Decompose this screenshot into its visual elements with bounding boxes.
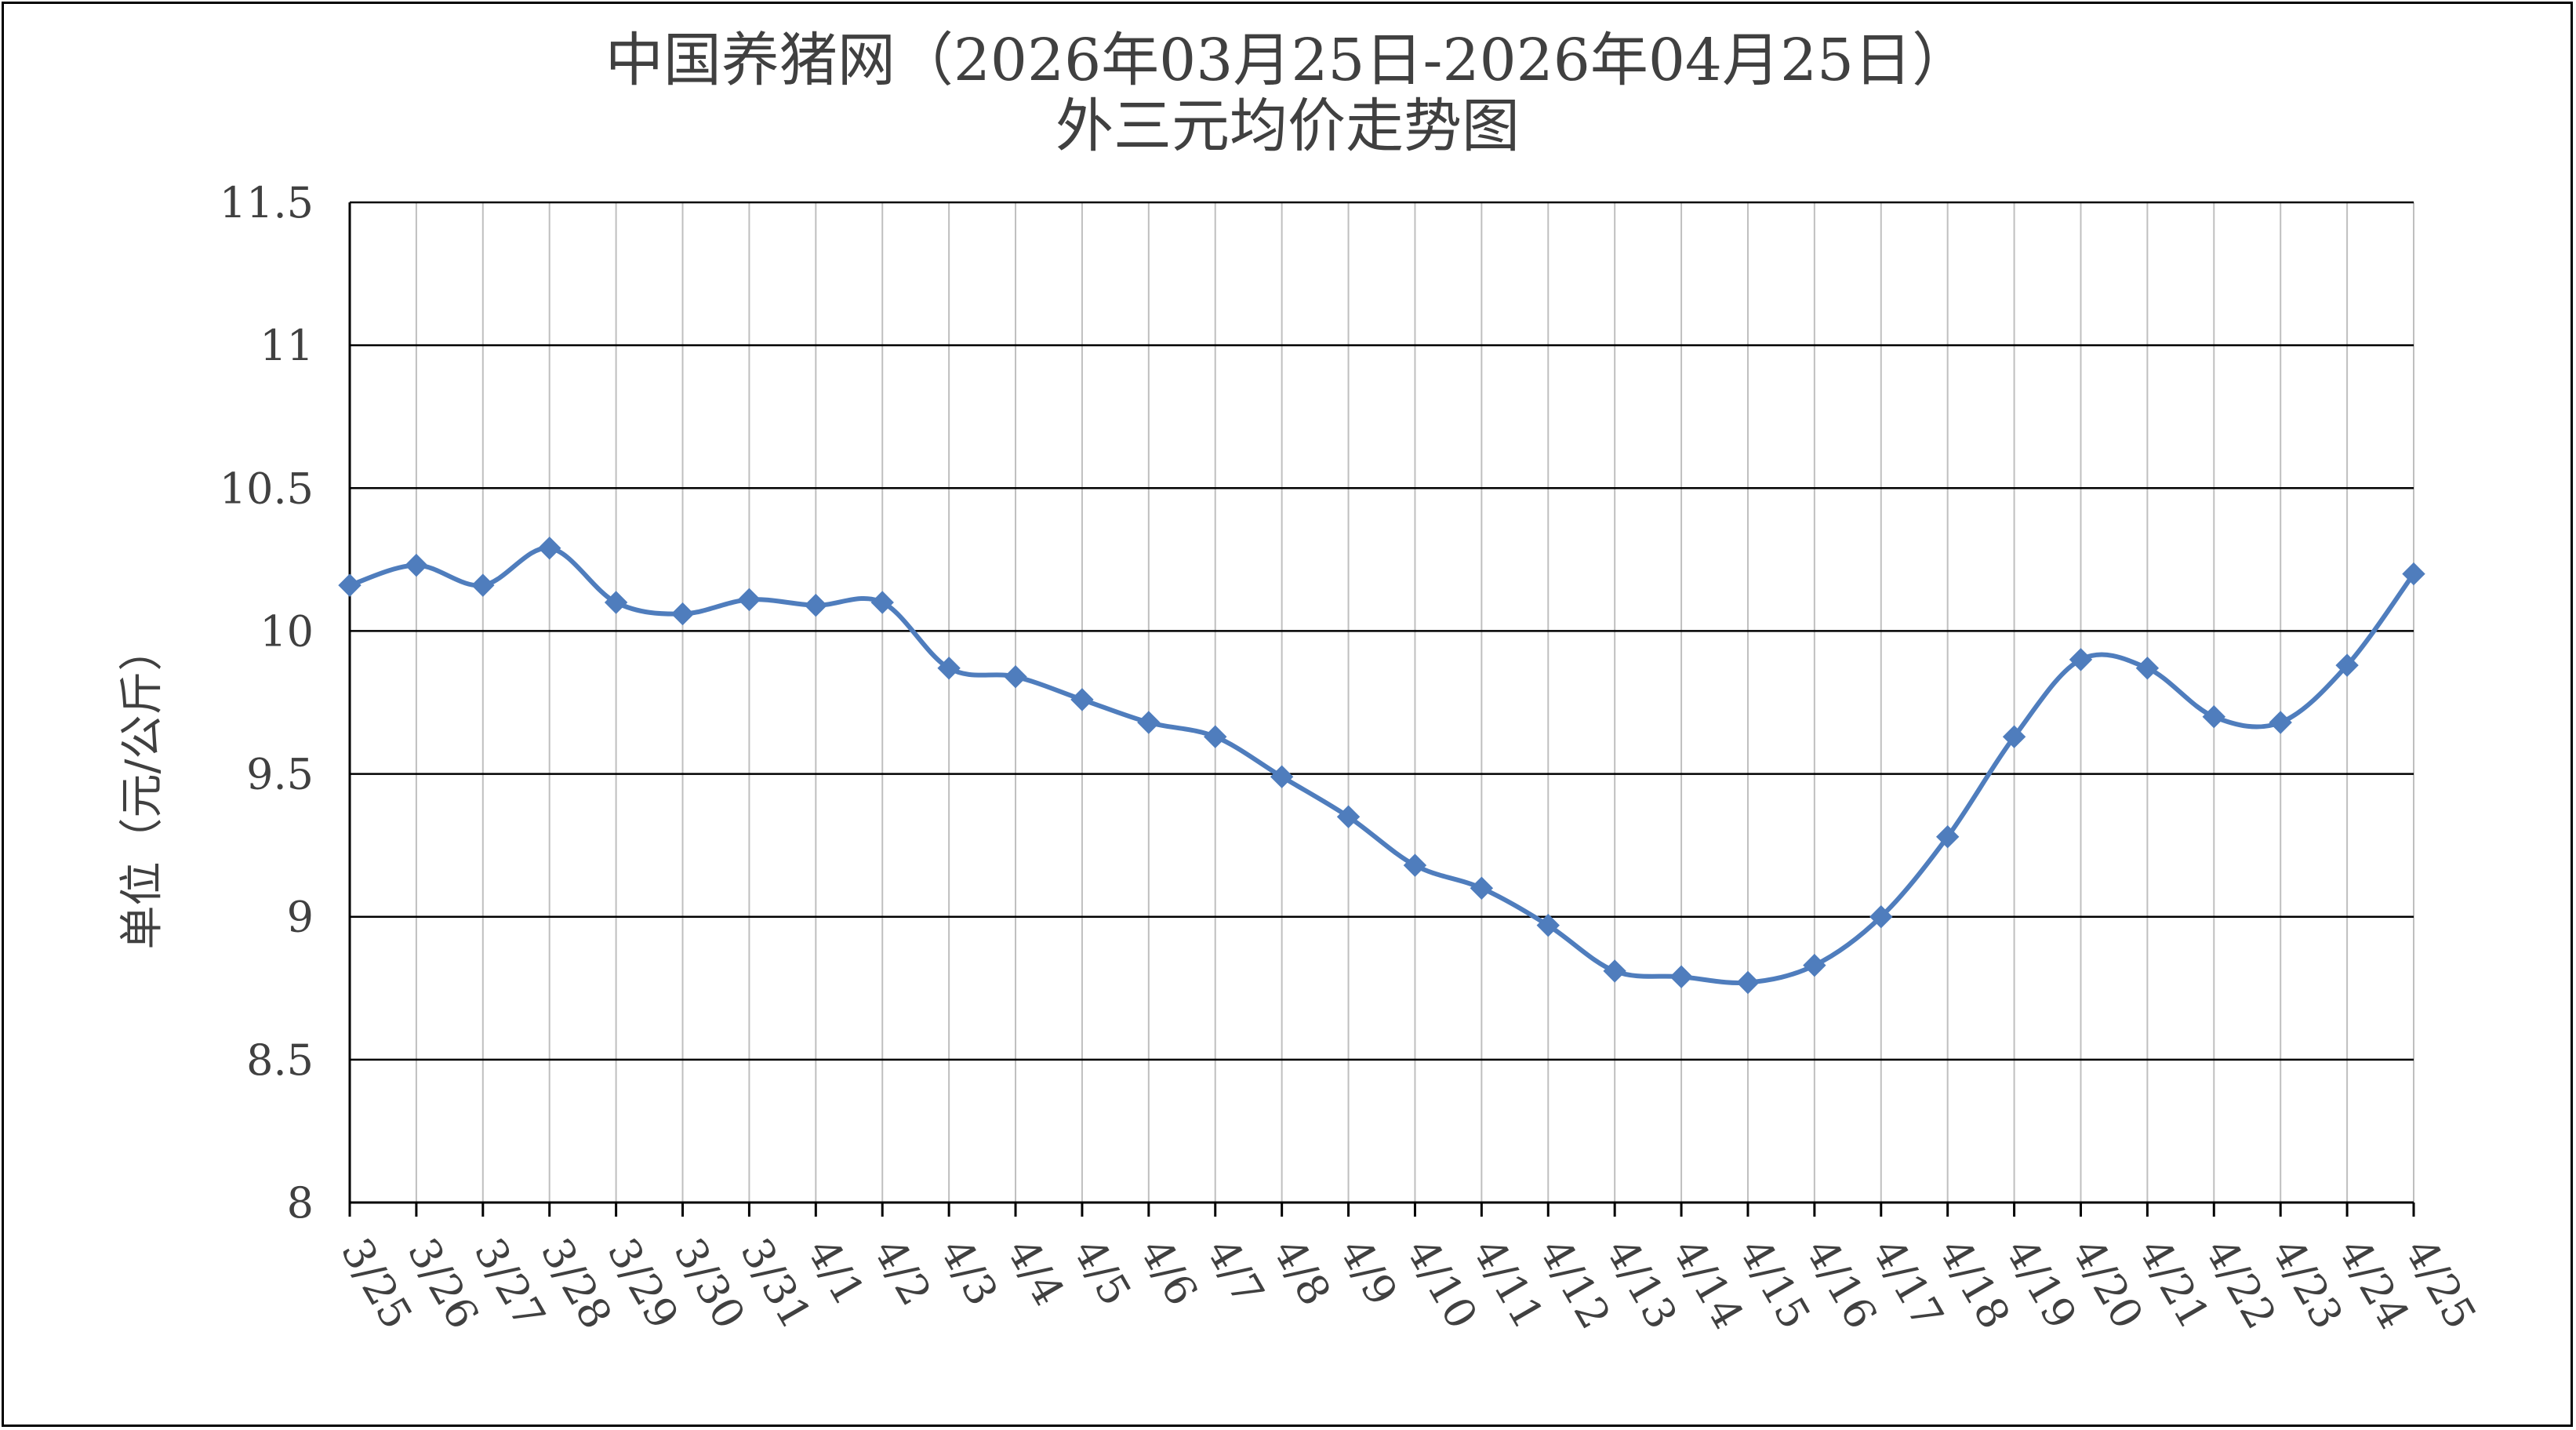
y-tick-label: 11.5 (220, 178, 314, 227)
x-tick-label: 4/25 (2396, 1230, 2486, 1337)
x-tick-label: 4/14 (1663, 1230, 1753, 1337)
x-tick-labels: 3/253/263/273/283/293/303/314/14/24/34/4… (332, 1230, 2486, 1337)
x-tick-label: 4/24 (2329, 1230, 2419, 1337)
y-tick-label: 11 (260, 321, 314, 370)
data-point (471, 573, 495, 597)
x-tick-label: 4/9 (1330, 1230, 1407, 1314)
x-tick-label: 4/2 (864, 1230, 941, 1314)
y-tick-label: 8 (287, 1178, 314, 1228)
data-point (1935, 825, 1960, 849)
data-point (1403, 853, 1427, 877)
series-price (338, 537, 2425, 995)
y-tick-labels: 11.5 11 10.5 10 9.5 9 8.5 8 (220, 178, 314, 1228)
chart-title: 中国养猪网（2026年03月25日-2026年04月25日） (605, 27, 1970, 94)
y-tick-label: 10 (260, 606, 314, 656)
x-tick-label: 4/22 (2196, 1230, 2286, 1337)
axes (348, 202, 2415, 1217)
data-point (1536, 913, 1560, 937)
data-point (1669, 965, 1693, 988)
data-point (1336, 805, 1361, 828)
data-point (1270, 765, 1294, 788)
data-point (804, 593, 828, 617)
x-tick-label: 4/18 (1929, 1230, 2019, 1337)
data-point (670, 602, 695, 626)
data-point (1004, 665, 1027, 689)
data-point (2335, 653, 2359, 677)
chart-subtitle: 外三元均价走势图 (1055, 93, 1520, 160)
data-point (870, 591, 894, 614)
x-tick-label: 3/29 (598, 1230, 688, 1337)
y-axis-label: 单位（元/公斤） (117, 628, 168, 950)
x-tick-label: 3/25 (332, 1230, 422, 1337)
data-point (2202, 705, 2225, 729)
y-tick-label: 10.5 (220, 464, 314, 513)
grid-lines (350, 201, 2414, 1203)
x-tick-label: 4/12 (1530, 1230, 1620, 1337)
x-tick-label: 4/19 (1996, 1230, 2086, 1337)
x-tick-label: 4/23 (2262, 1230, 2353, 1337)
data-point (2069, 648, 2093, 671)
data-point (1869, 905, 1893, 929)
data-point (405, 553, 428, 577)
x-tick-label: 4/5 (1064, 1230, 1141, 1314)
data-point (737, 588, 761, 612)
data-point (1470, 876, 1494, 900)
y-tick-label: 8.5 (246, 1035, 314, 1085)
x-tick-label: 4/15 (1730, 1230, 1820, 1337)
x-tick-label: 4/10 (1397, 1230, 1487, 1337)
data-point (1204, 725, 1227, 748)
data-point (1603, 959, 1626, 983)
x-tick-label: 4/21 (2129, 1230, 2219, 1337)
x-tick-label: 4/11 (1463, 1230, 1553, 1337)
x-tick-label: 4/7 (1197, 1230, 1273, 1314)
data-point (1070, 688, 1094, 711)
x-tick-label: 4/20 (2062, 1230, 2153, 1337)
data-point (338, 573, 362, 597)
x-tick-label: 4/8 (1263, 1230, 1340, 1314)
x-tick-label: 3/26 (398, 1230, 489, 1337)
x-tick-label: 3/31 (731, 1230, 821, 1337)
x-tick-label: 4/4 (997, 1230, 1074, 1314)
data-point (1803, 953, 1826, 977)
data-point (604, 591, 628, 614)
data-point (2402, 562, 2425, 586)
x-tick-label: 3/28 (531, 1230, 621, 1337)
data-point (2002, 725, 2026, 748)
data-point (2135, 657, 2160, 680)
x-tick-label: 4/3 (931, 1230, 1008, 1314)
x-tick-label: 4/16 (1797, 1230, 1887, 1337)
data-point (1137, 711, 1161, 734)
x-tick-label: 3/30 (664, 1230, 754, 1337)
y-tick-label: 9.5 (246, 750, 314, 799)
x-tick-label: 3/27 (465, 1230, 555, 1337)
data-point (1736, 970, 1760, 995)
x-tick-label: 4/17 (1863, 1230, 1953, 1337)
data-point (2269, 711, 2292, 734)
y-tick-label: 9 (287, 893, 314, 942)
x-tick-label: 4/13 (1597, 1230, 1687, 1337)
data-point (538, 537, 561, 560)
data-point (937, 657, 961, 680)
x-tick-label: 4/6 (1131, 1230, 1208, 1314)
